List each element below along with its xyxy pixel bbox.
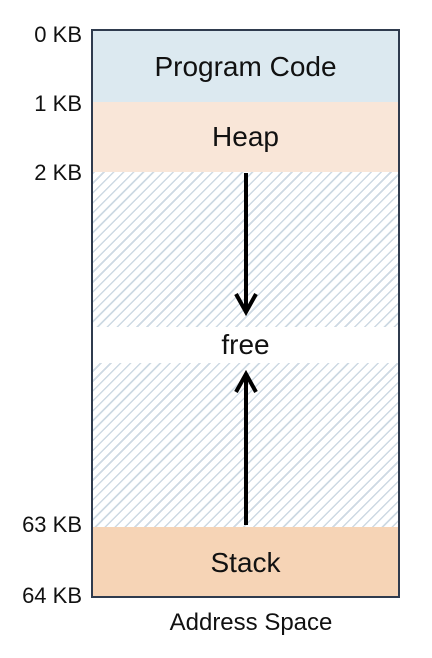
free-label: free (93, 327, 398, 363)
address-space-caption: Address Space (169, 609, 333, 636)
heap-region: Heap (93, 102, 398, 172)
stack-region: Stack (93, 527, 398, 596)
address-label-64kb: 64 KB (22, 583, 82, 608)
address-label-63kb: 63 KB (22, 512, 82, 537)
stack-label: Stack (210, 546, 281, 578)
heap-label: Heap (212, 121, 279, 152)
address-label-0kb: 0 KB (34, 22, 82, 47)
address-label-1kb: 1 KB (34, 91, 82, 116)
address-label-2kb: 2 KB (34, 160, 82, 185)
address-space-box: Program Code Heap free Stack (91, 29, 400, 598)
program-code-label: Program Code (154, 50, 337, 82)
program-code-region: Program Code (93, 31, 398, 102)
